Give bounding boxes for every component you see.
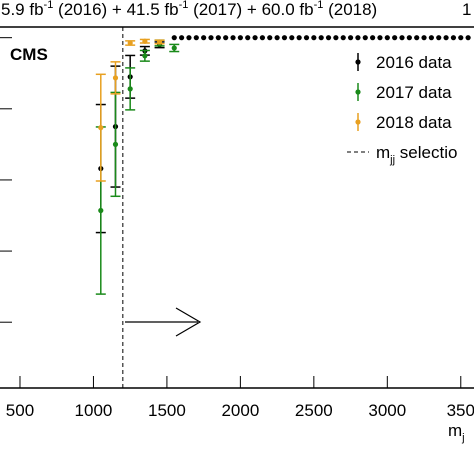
data-point <box>142 53 148 59</box>
lumi-label-cut: 1 <box>462 0 471 19</box>
data-point <box>208 35 214 41</box>
data-point <box>296 35 302 41</box>
data-point <box>112 75 119 81</box>
data-point <box>259 35 266 41</box>
data-point <box>414 35 420 41</box>
data-point <box>171 35 177 41</box>
data-point <box>171 45 177 51</box>
chart-title: CMS <box>10 45 48 64</box>
data-point <box>281 35 288 41</box>
data-point <box>392 35 398 41</box>
x-tick-label: 500 <box>6 401 34 420</box>
legend-label-part: jj <box>389 154 395 166</box>
data-point <box>193 35 199 41</box>
data-point <box>215 35 221 41</box>
data-point <box>156 39 163 45</box>
legend-label-part: m <box>376 143 390 162</box>
data-point <box>252 35 258 41</box>
legend: 2016 data 2017 data 2018 data mjj selectio <box>347 53 457 166</box>
data-point <box>318 35 324 41</box>
data-point <box>450 35 457 41</box>
data-point <box>289 35 295 41</box>
legend-label: 2018 data <box>376 113 452 132</box>
frame <box>0 26 474 389</box>
data-point <box>436 35 442 41</box>
legend-label: 2016 data <box>376 53 452 72</box>
data-point <box>362 35 368 41</box>
x-tick-label: 3000 <box>368 401 406 420</box>
x-tick-label: 1500 <box>148 401 186 420</box>
data-point <box>223 35 229 41</box>
data-point <box>311 35 317 41</box>
data-point <box>127 40 133 46</box>
data-point <box>458 35 464 41</box>
legend-marker <box>355 59 361 65</box>
data-point <box>245 35 251 41</box>
data-point <box>428 35 434 41</box>
x-tick-label: 350 <box>447 401 474 420</box>
data-point <box>230 35 236 41</box>
data-point <box>98 207 104 214</box>
legend-marker <box>355 89 361 95</box>
data-point <box>201 35 207 41</box>
data-point <box>303 35 310 41</box>
data-point <box>179 35 185 41</box>
x-axis-label: mj <box>448 421 465 444</box>
data-point <box>274 35 280 41</box>
legend-label-part: selectio <box>395 143 457 162</box>
data-point <box>237 35 243 41</box>
legend-label: 2017 data <box>376 83 452 102</box>
data-point <box>399 35 405 41</box>
arrow-head <box>175 307 202 337</box>
data-point <box>465 35 471 41</box>
data-point <box>370 35 376 41</box>
data-point <box>347 35 354 41</box>
legend-marker <box>355 119 361 125</box>
data-point <box>355 35 361 41</box>
lumi-label: 5.9 fb-1 (2016) + 41.5 fb-1 (2017) + 60.… <box>1 0 377 19</box>
data-point <box>112 141 119 147</box>
data-point <box>421 35 427 41</box>
x-tick-label: 2500 <box>295 401 333 420</box>
data-point <box>325 35 332 41</box>
data-point <box>443 35 449 41</box>
data-point <box>186 35 192 41</box>
legend-label: mjj selectio <box>376 143 457 166</box>
data-point <box>384 35 390 41</box>
data-point <box>127 86 133 92</box>
data-point <box>333 35 339 41</box>
x-tick-label: 2000 <box>221 401 259 420</box>
x-tick-label: 1000 <box>75 401 113 420</box>
data-point <box>267 35 273 41</box>
data-point <box>406 35 412 41</box>
data-point <box>142 38 148 44</box>
data-point <box>98 125 104 131</box>
data-point <box>377 35 383 41</box>
data-point <box>340 35 346 41</box>
